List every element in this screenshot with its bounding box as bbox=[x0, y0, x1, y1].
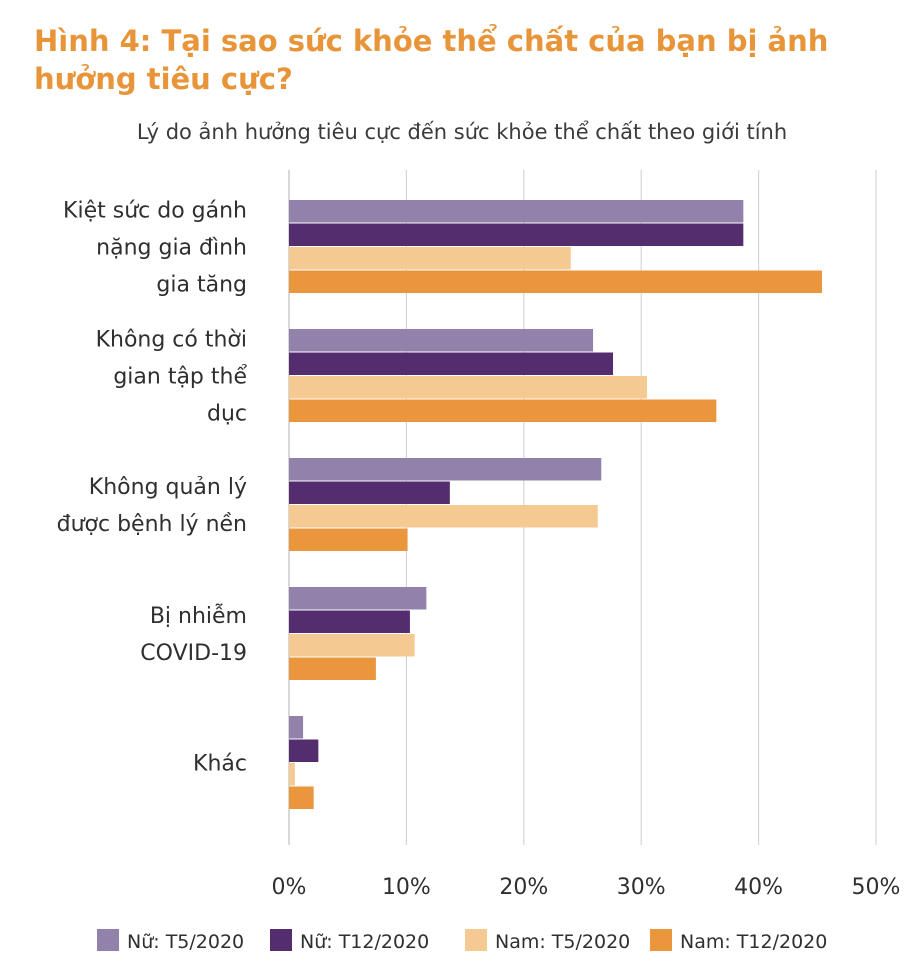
bar bbox=[289, 270, 822, 293]
x-tick-label: 0% bbox=[272, 875, 307, 900]
category-label: Bị nhiễm COVID-19 bbox=[140, 603, 247, 666]
bar bbox=[289, 376, 648, 399]
bar bbox=[289, 587, 427, 610]
legend-item: Nam: T12/2020 bbox=[650, 929, 827, 953]
legend: Nữ: T5/2020 Nữ: T12/2020 Nam: T5/2020 Nam: … bbox=[97, 929, 827, 953]
bar bbox=[289, 458, 602, 481]
category-label-line: dục bbox=[207, 402, 247, 427]
bar bbox=[289, 399, 717, 422]
chart-title: Hình 4: Tại sao sức khỏe thể chất của bạ… bbox=[34, 24, 829, 96]
bar bbox=[289, 634, 415, 657]
category-label: Không có thời gian tập thể dục bbox=[96, 328, 248, 427]
x-tick-label: 30% bbox=[617, 875, 666, 900]
bar bbox=[289, 247, 571, 270]
x-tick-label: 40% bbox=[734, 875, 783, 900]
x-axis-ticks: 0% 10% 20% 30% 40% 50% bbox=[272, 875, 901, 900]
chart-subtitle: Lý do ảnh hưởng tiêu cực đến sức khỏe th… bbox=[136, 120, 788, 144]
bar bbox=[289, 505, 598, 528]
category-label-line: được bệnh lý nền bbox=[57, 512, 247, 537]
bar bbox=[289, 739, 319, 762]
bars bbox=[289, 200, 822, 809]
category-label-line: Khác bbox=[193, 752, 247, 777]
category-label-line: Kiệt sức do gánh bbox=[63, 199, 247, 224]
bar bbox=[289, 610, 410, 633]
bar bbox=[289, 329, 594, 352]
category-label-line: Không có thời bbox=[96, 328, 247, 353]
category-label-line: gia tăng bbox=[156, 273, 247, 298]
category-label: Kiệt sức do gánh nặng gia đình gia tăng bbox=[63, 199, 247, 298]
bar bbox=[289, 528, 408, 551]
category-label: Không quản lý được bệnh lý nền bbox=[57, 475, 247, 537]
bar bbox=[289, 786, 314, 809]
legend-item: Nữ: T5/2020 bbox=[97, 929, 244, 953]
x-tick-label: 50% bbox=[852, 875, 901, 900]
x-tick-label: 20% bbox=[499, 875, 548, 900]
category-label-line: nặng gia đình bbox=[96, 236, 247, 261]
legend-swatch bbox=[97, 929, 119, 951]
bar bbox=[289, 716, 304, 739]
legend-label: Nữ: T5/2020 bbox=[127, 931, 244, 953]
x-tick-label: 10% bbox=[382, 875, 431, 900]
category-labels: Kiệt sức do gánh nặng gia đình gia tăng Khô… bbox=[57, 199, 248, 777]
category-label-line: gian tập thể bbox=[113, 365, 247, 390]
category-label-line: COVID-19 bbox=[140, 641, 247, 666]
legend-swatch bbox=[650, 929, 672, 951]
legend-item: Nam: T5/2020 bbox=[465, 929, 630, 953]
bar bbox=[289, 481, 450, 504]
legend-label: Nam: T12/2020 bbox=[680, 931, 827, 953]
legend-swatch bbox=[465, 929, 487, 951]
bar bbox=[289, 352, 614, 375]
legend-item: Nữ: T12/2020 bbox=[270, 929, 429, 953]
legend-label: Nữ: T12/2020 bbox=[300, 931, 429, 953]
bar bbox=[289, 223, 744, 246]
bar bbox=[289, 763, 295, 786]
category-label-line: Không quản lý bbox=[89, 475, 247, 500]
category-label-line: Bị nhiễm bbox=[150, 603, 247, 629]
legend-label: Nam: T5/2020 bbox=[495, 931, 630, 953]
category-label: Khác bbox=[193, 752, 247, 777]
bar bbox=[289, 657, 376, 680]
bar bbox=[289, 200, 744, 223]
legend-swatch bbox=[270, 929, 292, 951]
